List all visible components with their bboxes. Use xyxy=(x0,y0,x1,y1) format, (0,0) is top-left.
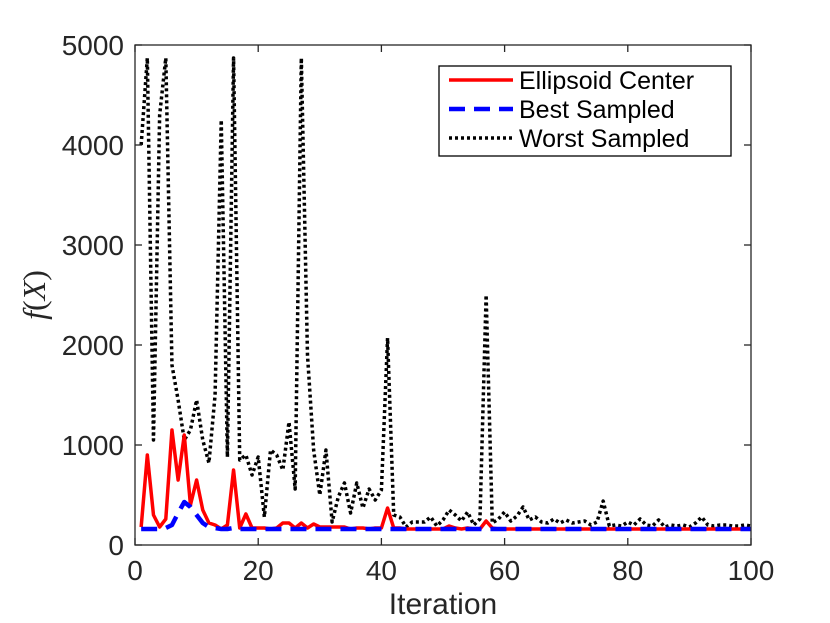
legend-label-best-sampled: Best Sampled xyxy=(519,96,675,124)
series-line-worst-sampled xyxy=(139,56,752,529)
y-tick-label: 2000 xyxy=(62,330,124,361)
legend-label-ellipsoid-center: Ellipsoid Center xyxy=(519,67,694,95)
y-axis-label-open-paren: ( xyxy=(16,300,52,311)
y-axis-label: f(X) xyxy=(16,270,52,320)
legend-label-worst-sampled: Worst Sampled xyxy=(519,125,689,153)
y-tick-label: 0 xyxy=(108,530,124,561)
legend: Ellipsoid Center Best Sampled Worst Samp… xyxy=(438,65,732,157)
y-tick-label: 3000 xyxy=(62,230,124,261)
series-line-best-sampled xyxy=(141,499,751,532)
axes-box xyxy=(134,44,752,546)
y-tick-label: 4000 xyxy=(62,130,124,161)
x-tick-label: 40 xyxy=(366,555,397,586)
x-tick-label: 100 xyxy=(728,555,775,586)
y-tick-label: 5000 xyxy=(62,30,124,61)
y-axis-label-variable: X xyxy=(16,279,52,302)
series-layer xyxy=(139,56,752,532)
x-tick-label: 80 xyxy=(612,555,643,586)
x-tick-label: 20 xyxy=(243,555,274,586)
x-tick-label: 60 xyxy=(489,555,520,586)
y-axis-label-close-paren: ) xyxy=(16,270,52,281)
x-axis-label: Iteration xyxy=(389,588,497,621)
x-tick-label: 0 xyxy=(127,555,143,586)
y-tick-label: 1000 xyxy=(62,430,124,461)
